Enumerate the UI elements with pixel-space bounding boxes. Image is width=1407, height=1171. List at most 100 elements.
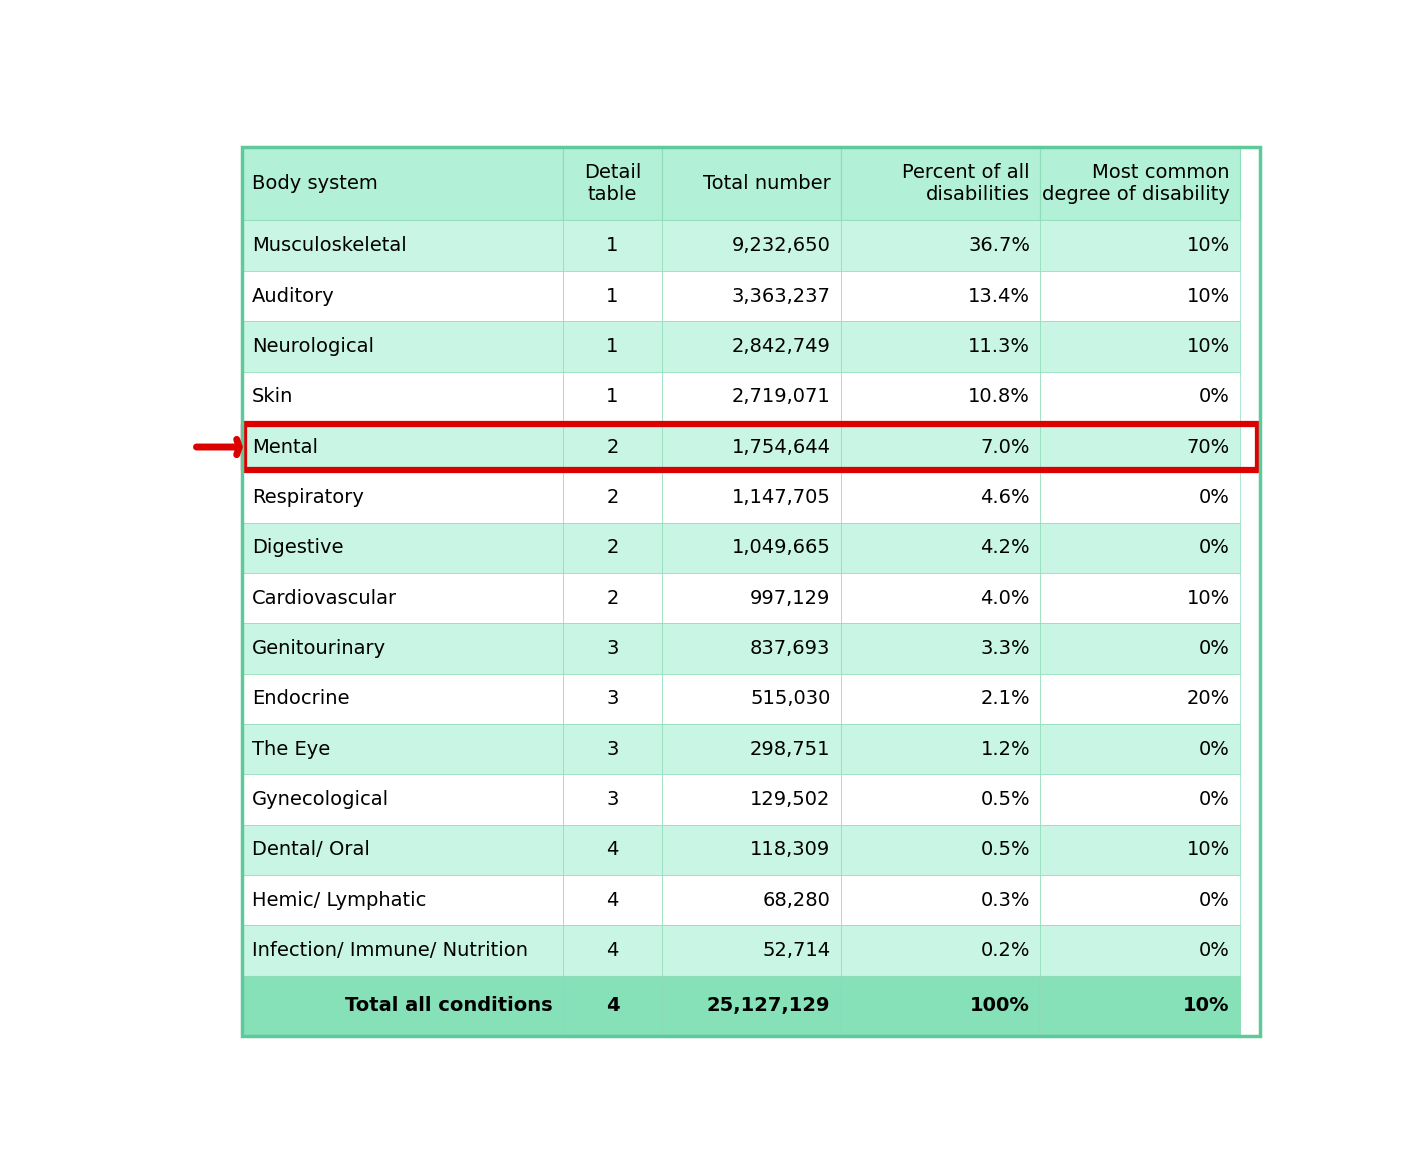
Bar [663,522,840,573]
Bar [242,573,563,623]
Bar [563,146,663,220]
Bar [840,522,1040,573]
Text: 4.6%: 4.6% [981,488,1030,507]
Bar [663,875,840,925]
Text: 11.3%: 11.3% [968,337,1030,356]
Text: 0%: 0% [1199,790,1230,809]
Text: Genitourinary: Genitourinary [252,639,386,658]
Text: Neurological: Neurological [252,337,374,356]
Text: 1: 1 [606,287,619,306]
Bar [242,371,563,422]
Bar [242,271,563,321]
Bar [840,472,1040,522]
Bar [242,472,563,522]
Text: 1: 1 [606,388,619,406]
Text: 2.1%: 2.1% [981,690,1030,708]
Text: 52,714: 52,714 [763,940,830,960]
Text: 0%: 0% [1199,740,1230,759]
Text: 20%: 20% [1186,690,1230,708]
Bar [663,925,840,975]
Text: Hemic/ Lymphatic: Hemic/ Lymphatic [252,891,426,910]
Bar [663,321,840,371]
Bar [663,271,840,321]
Text: Gynecological: Gynecological [252,790,388,809]
Bar [1040,673,1240,724]
Text: The Eye: The Eye [252,740,331,759]
Text: 0.5%: 0.5% [981,841,1030,860]
Text: 13.4%: 13.4% [968,287,1030,306]
Text: 2,842,749: 2,842,749 [732,337,830,356]
Bar [663,824,840,875]
Bar [242,875,563,925]
Text: 3: 3 [606,740,619,759]
Text: 0%: 0% [1199,388,1230,406]
Text: 1,049,665: 1,049,665 [732,539,830,557]
Text: Percent of all
disabilities: Percent of all disabilities [902,163,1030,204]
Bar [1040,522,1240,573]
Text: 3.3%: 3.3% [981,639,1030,658]
Bar [840,824,1040,875]
Bar [840,422,1040,472]
Text: 0%: 0% [1199,891,1230,910]
Text: 10%: 10% [1186,589,1230,608]
Text: 68,280: 68,280 [763,891,830,910]
Text: Cardiovascular: Cardiovascular [252,589,397,608]
Bar [563,371,663,422]
Bar [242,824,563,875]
Bar [1040,220,1240,271]
Text: 2: 2 [606,539,619,557]
Bar [563,623,663,673]
Bar [1040,824,1240,875]
Bar [840,146,1040,220]
Bar [563,724,663,774]
Text: 25,127,129: 25,127,129 [706,997,830,1015]
Bar [1040,573,1240,623]
Bar [242,724,563,774]
Text: Auditory: Auditory [252,287,335,306]
Bar [1040,146,1240,220]
Text: 10%: 10% [1186,841,1230,860]
Text: 1: 1 [606,337,619,356]
Text: 4: 4 [606,891,619,910]
Bar [840,623,1040,673]
Text: 70%: 70% [1186,438,1230,457]
Text: Dental/ Oral: Dental/ Oral [252,841,370,860]
Bar [840,875,1040,925]
Text: 7.0%: 7.0% [981,438,1030,457]
Bar [663,472,840,522]
Bar [1040,925,1240,975]
Text: 9,232,650: 9,232,650 [732,237,830,255]
Bar [563,824,663,875]
Text: 2: 2 [606,438,619,457]
Text: Digestive: Digestive [252,539,343,557]
Text: 3,363,237: 3,363,237 [732,287,830,306]
Text: 2,719,071: 2,719,071 [732,388,830,406]
Bar [242,774,563,824]
Bar [840,271,1040,321]
Bar [242,422,563,472]
Text: 4.0%: 4.0% [981,589,1030,608]
Bar [663,573,840,623]
Bar [663,623,840,673]
Bar [563,321,663,371]
Text: Most common
degree of disability: Most common degree of disability [1041,163,1230,204]
Bar [242,623,563,673]
Bar [242,975,563,1036]
Text: 10%: 10% [1186,287,1230,306]
Bar [663,422,840,472]
Bar [1040,975,1240,1036]
Text: 10%: 10% [1186,237,1230,255]
Text: 3: 3 [606,639,619,658]
Bar [242,925,563,975]
Bar [663,724,840,774]
Text: 515,030: 515,030 [750,690,830,708]
Bar [840,220,1040,271]
Text: 4.2%: 4.2% [981,539,1030,557]
Bar [1040,271,1240,321]
Bar [563,472,663,522]
Bar [242,522,563,573]
Text: 0.3%: 0.3% [981,891,1030,910]
Bar [563,975,663,1036]
Text: 4: 4 [606,841,619,860]
Bar [1040,422,1240,472]
